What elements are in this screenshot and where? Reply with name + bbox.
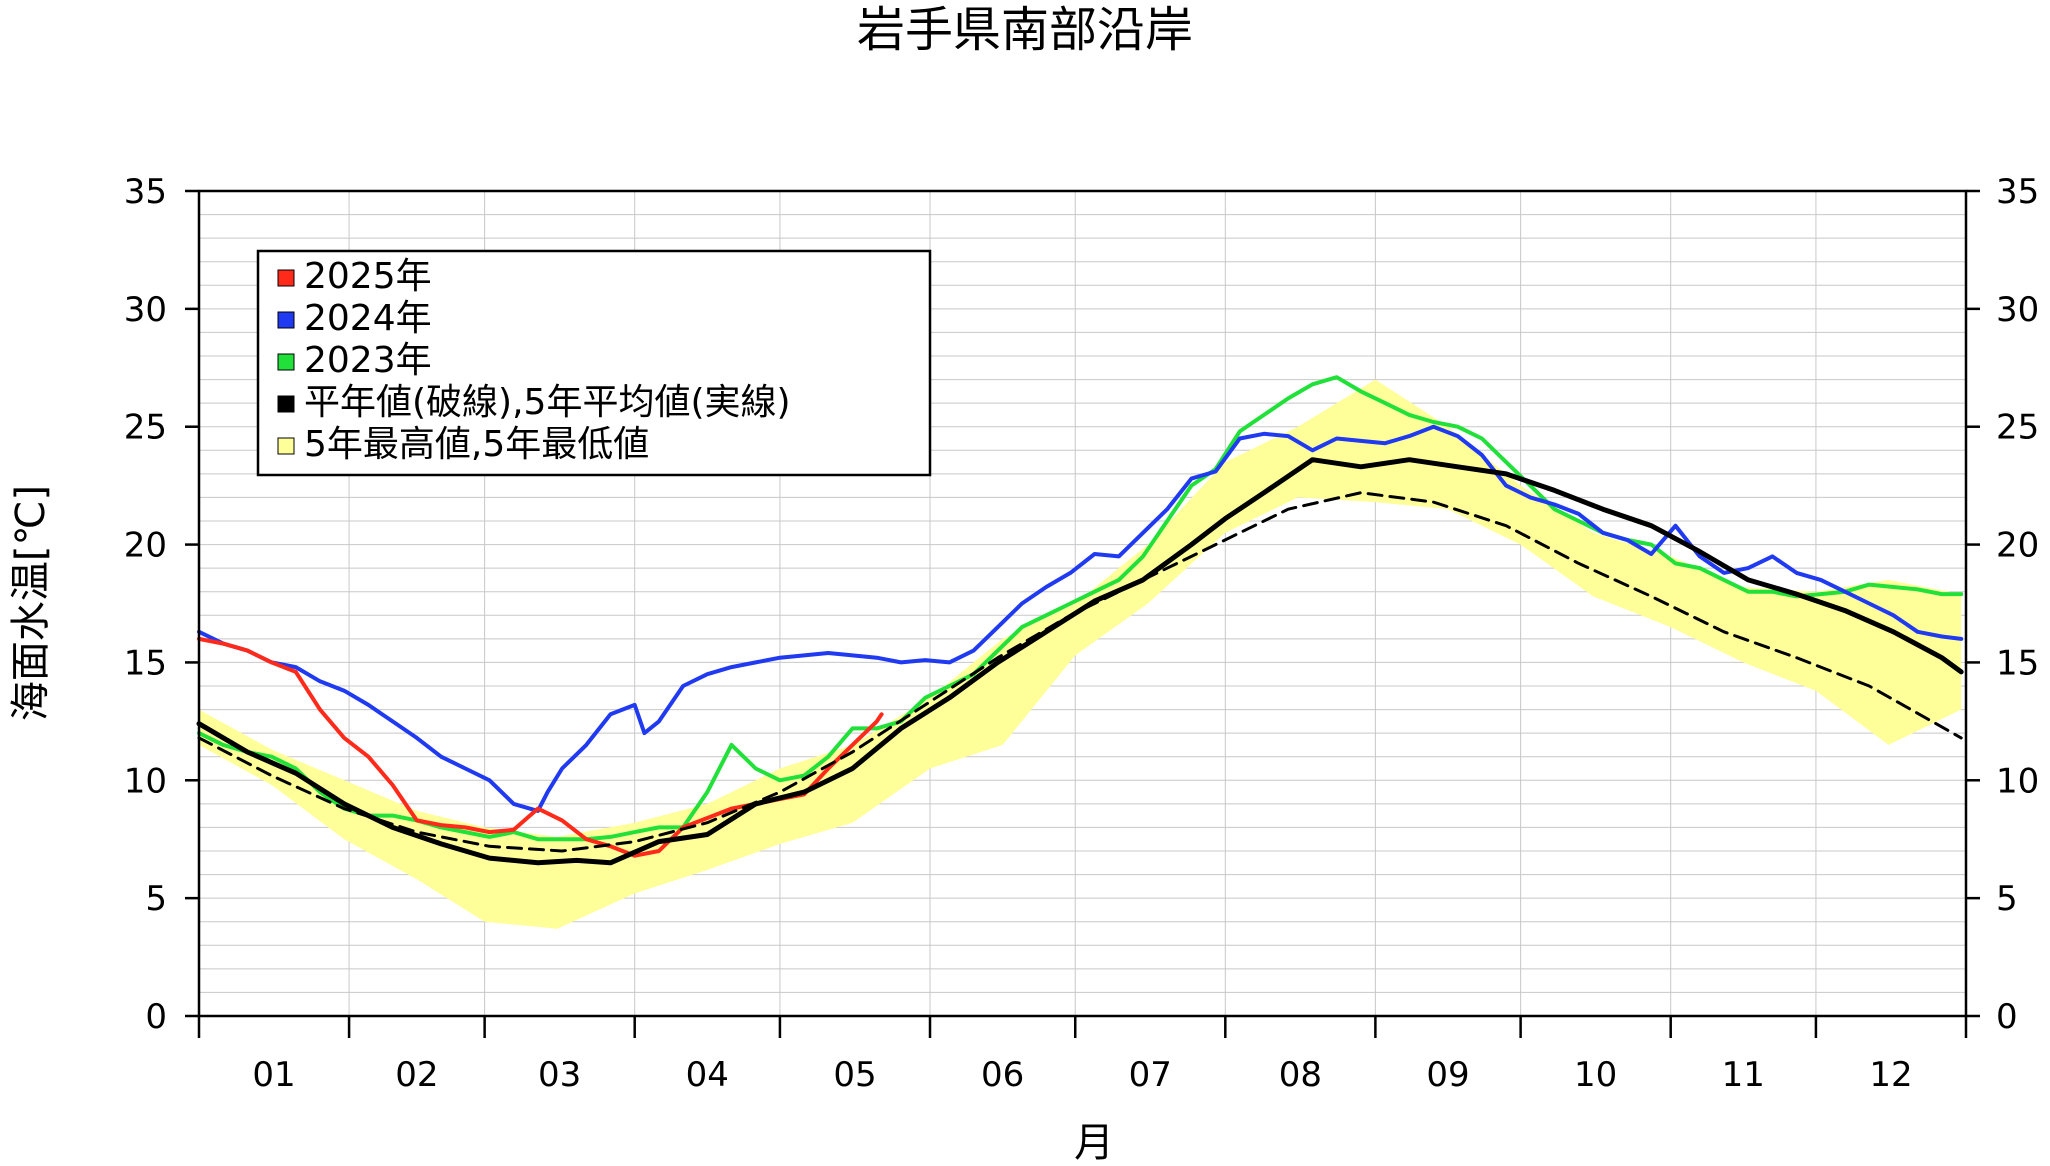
series-line-3	[196, 457, 1964, 866]
legend-label: 2023年	[304, 340, 432, 381]
x-tick-label: 06	[981, 1055, 1024, 1095]
y-tick-label-left: 30	[124, 290, 167, 330]
y-tick-label-left: 0	[145, 997, 167, 1037]
series-line-2	[197, 375, 1964, 842]
legend-swatch	[277, 311, 295, 329]
legend-swatch	[277, 395, 295, 413]
legend-swatch	[277, 269, 295, 287]
y-tick-label-right: 35	[1996, 172, 2039, 212]
y-tick-label-right: 10	[1996, 761, 2039, 801]
legend-label: 2024年	[304, 298, 432, 339]
y-axis-label: 海面水温[℃]	[8, 485, 54, 721]
x-tick-label: 03	[538, 1055, 581, 1095]
x-tick-label: 11	[1722, 1055, 1765, 1095]
legend: 2025年2024年2023年平年値(破線),5年平均値(実線)5年最高値,5年…	[256, 249, 932, 477]
y-tick-label-left: 35	[124, 172, 167, 212]
plot-frame	[197, 189, 1968, 1018]
y-tick-label-right: 15	[1996, 643, 2039, 683]
legend-label: 平年値(破線),5年平均値(実線)	[304, 382, 791, 423]
series-line-1	[197, 424, 1964, 813]
y-tick-label-left: 5	[145, 879, 167, 919]
band-5yr-range	[199, 379, 1962, 929]
y-tick-label-left: 25	[124, 408, 167, 448]
x-tick-label: 01	[252, 1055, 295, 1095]
y-tick-label-left: 10	[124, 761, 167, 801]
y-tick-label-right: 25	[1996, 408, 2039, 448]
y-tick-label-right: 5	[1996, 879, 2018, 919]
x-axis-label: 月	[1074, 1120, 1114, 1166]
chart-title: 岩手県南部沿岸	[857, 2, 1193, 58]
series-layer	[196, 375, 1964, 866]
legend-entries: 2025年2024年2023年平年値(破線),5年平均値(実線)5年最高値,5年…	[277, 256, 791, 465]
legend-label: 5年最高値,5年最低値	[304, 424, 649, 465]
legend-label: 2025年	[304, 256, 432, 297]
y-tick-label-right: 0	[1996, 997, 2018, 1037]
x-tick-label: 07	[1129, 1055, 1172, 1095]
x-tick-label: 10	[1574, 1055, 1617, 1095]
y-tick-label-right: 30	[1996, 290, 2039, 330]
x-tick-label: 08	[1279, 1055, 1322, 1095]
series-line-4	[197, 491, 1963, 853]
y-tick-label-right: 20	[1996, 526, 2039, 566]
y-tick-label-left: 15	[124, 643, 167, 683]
y-tick-label-left: 20	[124, 526, 167, 566]
x-tick-label: 02	[395, 1055, 438, 1095]
band-layer	[199, 379, 1962, 929]
legend-swatch	[277, 437, 295, 455]
x-tick-label: 04	[686, 1055, 729, 1095]
x-tick-label: 09	[1426, 1055, 1469, 1095]
legend-swatch	[277, 353, 295, 371]
x-tick-label: 05	[833, 1055, 876, 1095]
x-tick-label: 12	[1869, 1055, 1912, 1095]
legend-box	[256, 249, 932, 477]
